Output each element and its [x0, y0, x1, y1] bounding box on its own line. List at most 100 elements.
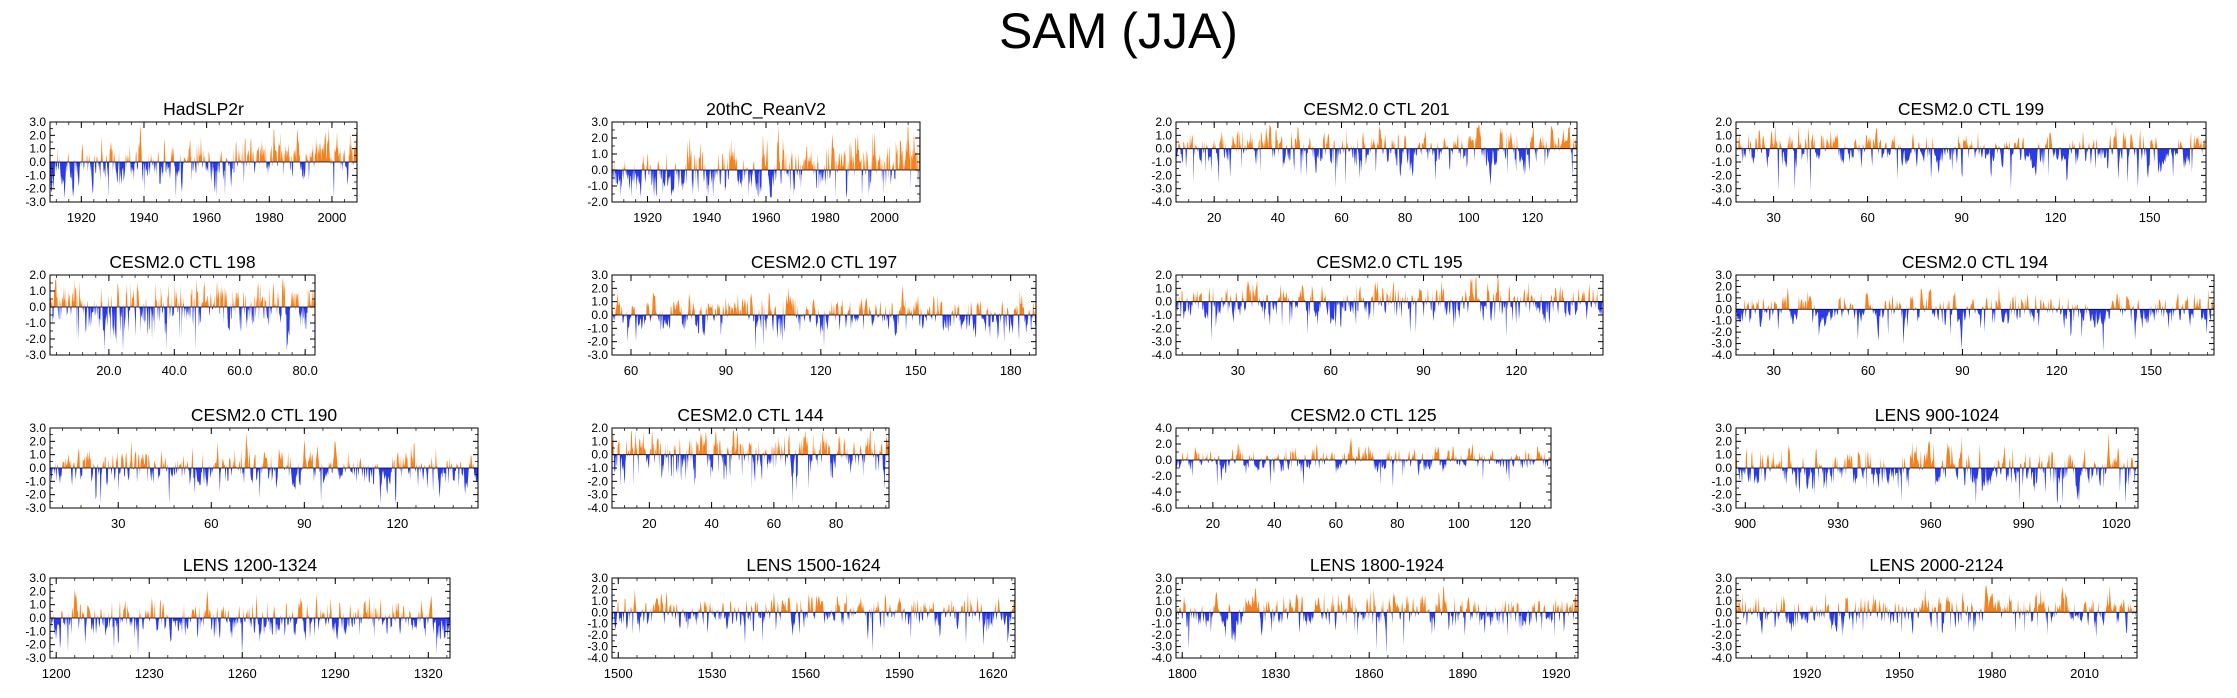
- y-tick-label: -1.0: [587, 179, 608, 193]
- y-tick-label: 2.0: [1715, 434, 1732, 448]
- panel-title: 20thC_ReanV2: [706, 99, 826, 120]
- y-tick-label: -2.0: [587, 474, 608, 488]
- y-tick-label: -3.0: [25, 348, 46, 362]
- x-tick-label: 1530: [698, 666, 727, 681]
- plot-frame: [1175, 121, 1578, 203]
- negative-anomaly-area: [50, 307, 315, 351]
- y-tick-label: 2.0: [1155, 582, 1172, 596]
- x-tick-label: 90: [1954, 210, 1968, 225]
- x-tick-label: 120: [2046, 363, 2068, 378]
- positive-anomaly-area: [1736, 124, 2206, 149]
- y-tick-label: -1.0: [25, 168, 46, 182]
- x-tick-label: 1290: [321, 666, 350, 681]
- y-tick-label: 0.0: [591, 163, 608, 177]
- y-tick-label: 0.0: [1155, 295, 1172, 309]
- panel-lens-900-1024: LENS 900-1024 3.02.01.00.0-1.0-2.0-3.0900…: [1711, 405, 2139, 531]
- y-tick-label: -2.0: [1151, 469, 1172, 483]
- y-tick-label: 3.0: [29, 115, 46, 129]
- y-tick-label: -3.0: [587, 488, 608, 502]
- negative-anomaly-area: [1176, 612, 1578, 655]
- x-tick-label: 1980: [811, 210, 840, 225]
- x-tick-label: 1940: [130, 210, 159, 225]
- panel-title: CESM2.0 CTL 201: [1303, 99, 1449, 119]
- x-tick-label: 1590: [885, 666, 914, 681]
- x-tick-label: 120: [1506, 363, 1528, 378]
- x-tick-label: 100: [1448, 516, 1470, 531]
- y-tick-label: -3.0: [1711, 182, 1732, 196]
- x-tick-label: 1830: [1261, 666, 1290, 681]
- y-tick-label: -1.0: [587, 321, 608, 335]
- panel-title: CESM2.0 CTL 194: [1902, 252, 2048, 272]
- y-tick-label: 1.0: [29, 448, 46, 462]
- panel-cesm2-ctl-190: CESM2.0 CTL 190 3.02.01.00.0-1.0-2.0-3.0 3…: [25, 405, 479, 531]
- y-tick-label: 1.0: [29, 142, 46, 156]
- y-tick-label: -2.0: [1151, 628, 1172, 642]
- plot-frame: [1735, 577, 2138, 659]
- y-tick-label: -2.0: [1711, 168, 1732, 182]
- y-tick-label: 0.0: [1715, 142, 1732, 156]
- positive-anomaly-area: [1736, 584, 2137, 613]
- x-tick-label: 120: [1522, 210, 1544, 225]
- y-tick-label: -3.0: [1711, 640, 1732, 654]
- y-tick-label: 1.0: [591, 594, 608, 608]
- y-tick-label: -4.0: [1711, 195, 1732, 209]
- figure-title: SAM (JJA): [999, 3, 1238, 59]
- y-tick-label: 3.0: [1715, 571, 1732, 585]
- panel-cesm2-ctl-195: CESM2.0 CTL 195 2.01.00.0-1.0-2.0-3.0-4.0…: [1151, 252, 1604, 378]
- y-tick-label: 2.0: [29, 268, 46, 282]
- x-tick-label: 90: [297, 516, 311, 531]
- negative-anomaly-area: [1736, 612, 2137, 638]
- panel-lens-1800-1924: LENS 1800-1924 3.02.01.00.0-1.0-2.0-3.0-4…: [1151, 555, 1579, 681]
- x-tick-label: 20: [642, 516, 656, 531]
- y-tick-label: 0.0: [1715, 605, 1732, 619]
- y-tick-label: 0.0: [29, 300, 46, 314]
- y-tick-label: -1.0: [1151, 155, 1172, 169]
- y-tick-label: -4.0: [1711, 348, 1732, 362]
- x-tick-label: 1320: [414, 666, 443, 681]
- y-tick-label: -3.0: [1711, 337, 1732, 351]
- panel-cesm2-ctl-194: CESM2.0 CTL 194 3.02.01.00.0-1.0-2.0-3.0-…: [1711, 252, 2215, 378]
- panel-title: CESM2.0 CTL 190: [191, 405, 337, 425]
- positive-anomaly-area: [1736, 432, 2138, 468]
- y-tick-label: -3.0: [1151, 335, 1172, 349]
- y-tick-label: -4.0: [587, 651, 608, 665]
- x-tick-label: 40.0: [162, 363, 187, 378]
- y-tick-label: 2.0: [29, 584, 46, 598]
- x-tick-label: 900: [1734, 516, 1756, 531]
- panel-cesm2-ctl-198: CESM2.0 CTL 198 2.0 1.0 0.0 -1.0 -2.0 -3.0 20.0…: [25, 252, 318, 378]
- x-tick-label: 1560: [791, 666, 820, 681]
- y-tick-label: -1.0: [1711, 155, 1732, 169]
- y-tick-label: 1.0: [1155, 594, 1172, 608]
- x-tick-label: 30: [1231, 363, 1245, 378]
- x-tick-label: 960: [1920, 516, 1942, 531]
- negative-anomaly-area: [1736, 468, 2138, 504]
- panel-cesm2-ctl-144: CESM2.0 CTL 144 2.01.00.0-1.0-2.0-3.0-4.0…: [587, 405, 890, 531]
- x-tick-label: 1920: [67, 210, 96, 225]
- y-tick-label: 1.0: [591, 295, 608, 309]
- panel-title: CESM2.0 CTL 197: [751, 252, 897, 272]
- x-tick-label: 1920: [1542, 666, 1571, 681]
- plot-frame: [611, 427, 890, 509]
- x-tick-label: 30: [1766, 210, 1780, 225]
- negative-anomaly-area: [1176, 148, 1577, 189]
- negative-anomaly-area: [1736, 309, 2214, 352]
- x-tick-label: 90: [719, 363, 733, 378]
- x-tick-label: 150: [2140, 363, 2162, 378]
- y-tick-label: 2.0: [591, 281, 608, 295]
- y-tick-label: 0.0: [29, 611, 46, 625]
- x-tick-label: 90: [1955, 363, 1969, 378]
- panel-lens-1500-1624: LENS 1500-1624 3.02.01.00.0-1.0-2.0-3.0-4…: [587, 555, 1016, 681]
- x-tick-label: 80: [829, 516, 843, 531]
- y-tick-label: -2.0: [1711, 488, 1732, 502]
- y-tick-label: 1.0: [1715, 291, 1732, 305]
- y-tick-label: 2.0: [1715, 279, 1732, 293]
- panel-title: CESM2.0 CTL 199: [1898, 99, 2044, 119]
- positive-anomaly-area: [613, 588, 1015, 613]
- y-tick-label: 2.0: [1155, 268, 1172, 282]
- y-tick-label: -3.0: [587, 640, 608, 654]
- y-tick-label: -2.0: [25, 182, 46, 196]
- x-tick-label: 930: [1827, 516, 1849, 531]
- y-tick-label: -1.0: [1151, 617, 1172, 631]
- y-tick-label: -1.0: [587, 461, 608, 475]
- y-tick-label: -1.0: [1711, 474, 1732, 488]
